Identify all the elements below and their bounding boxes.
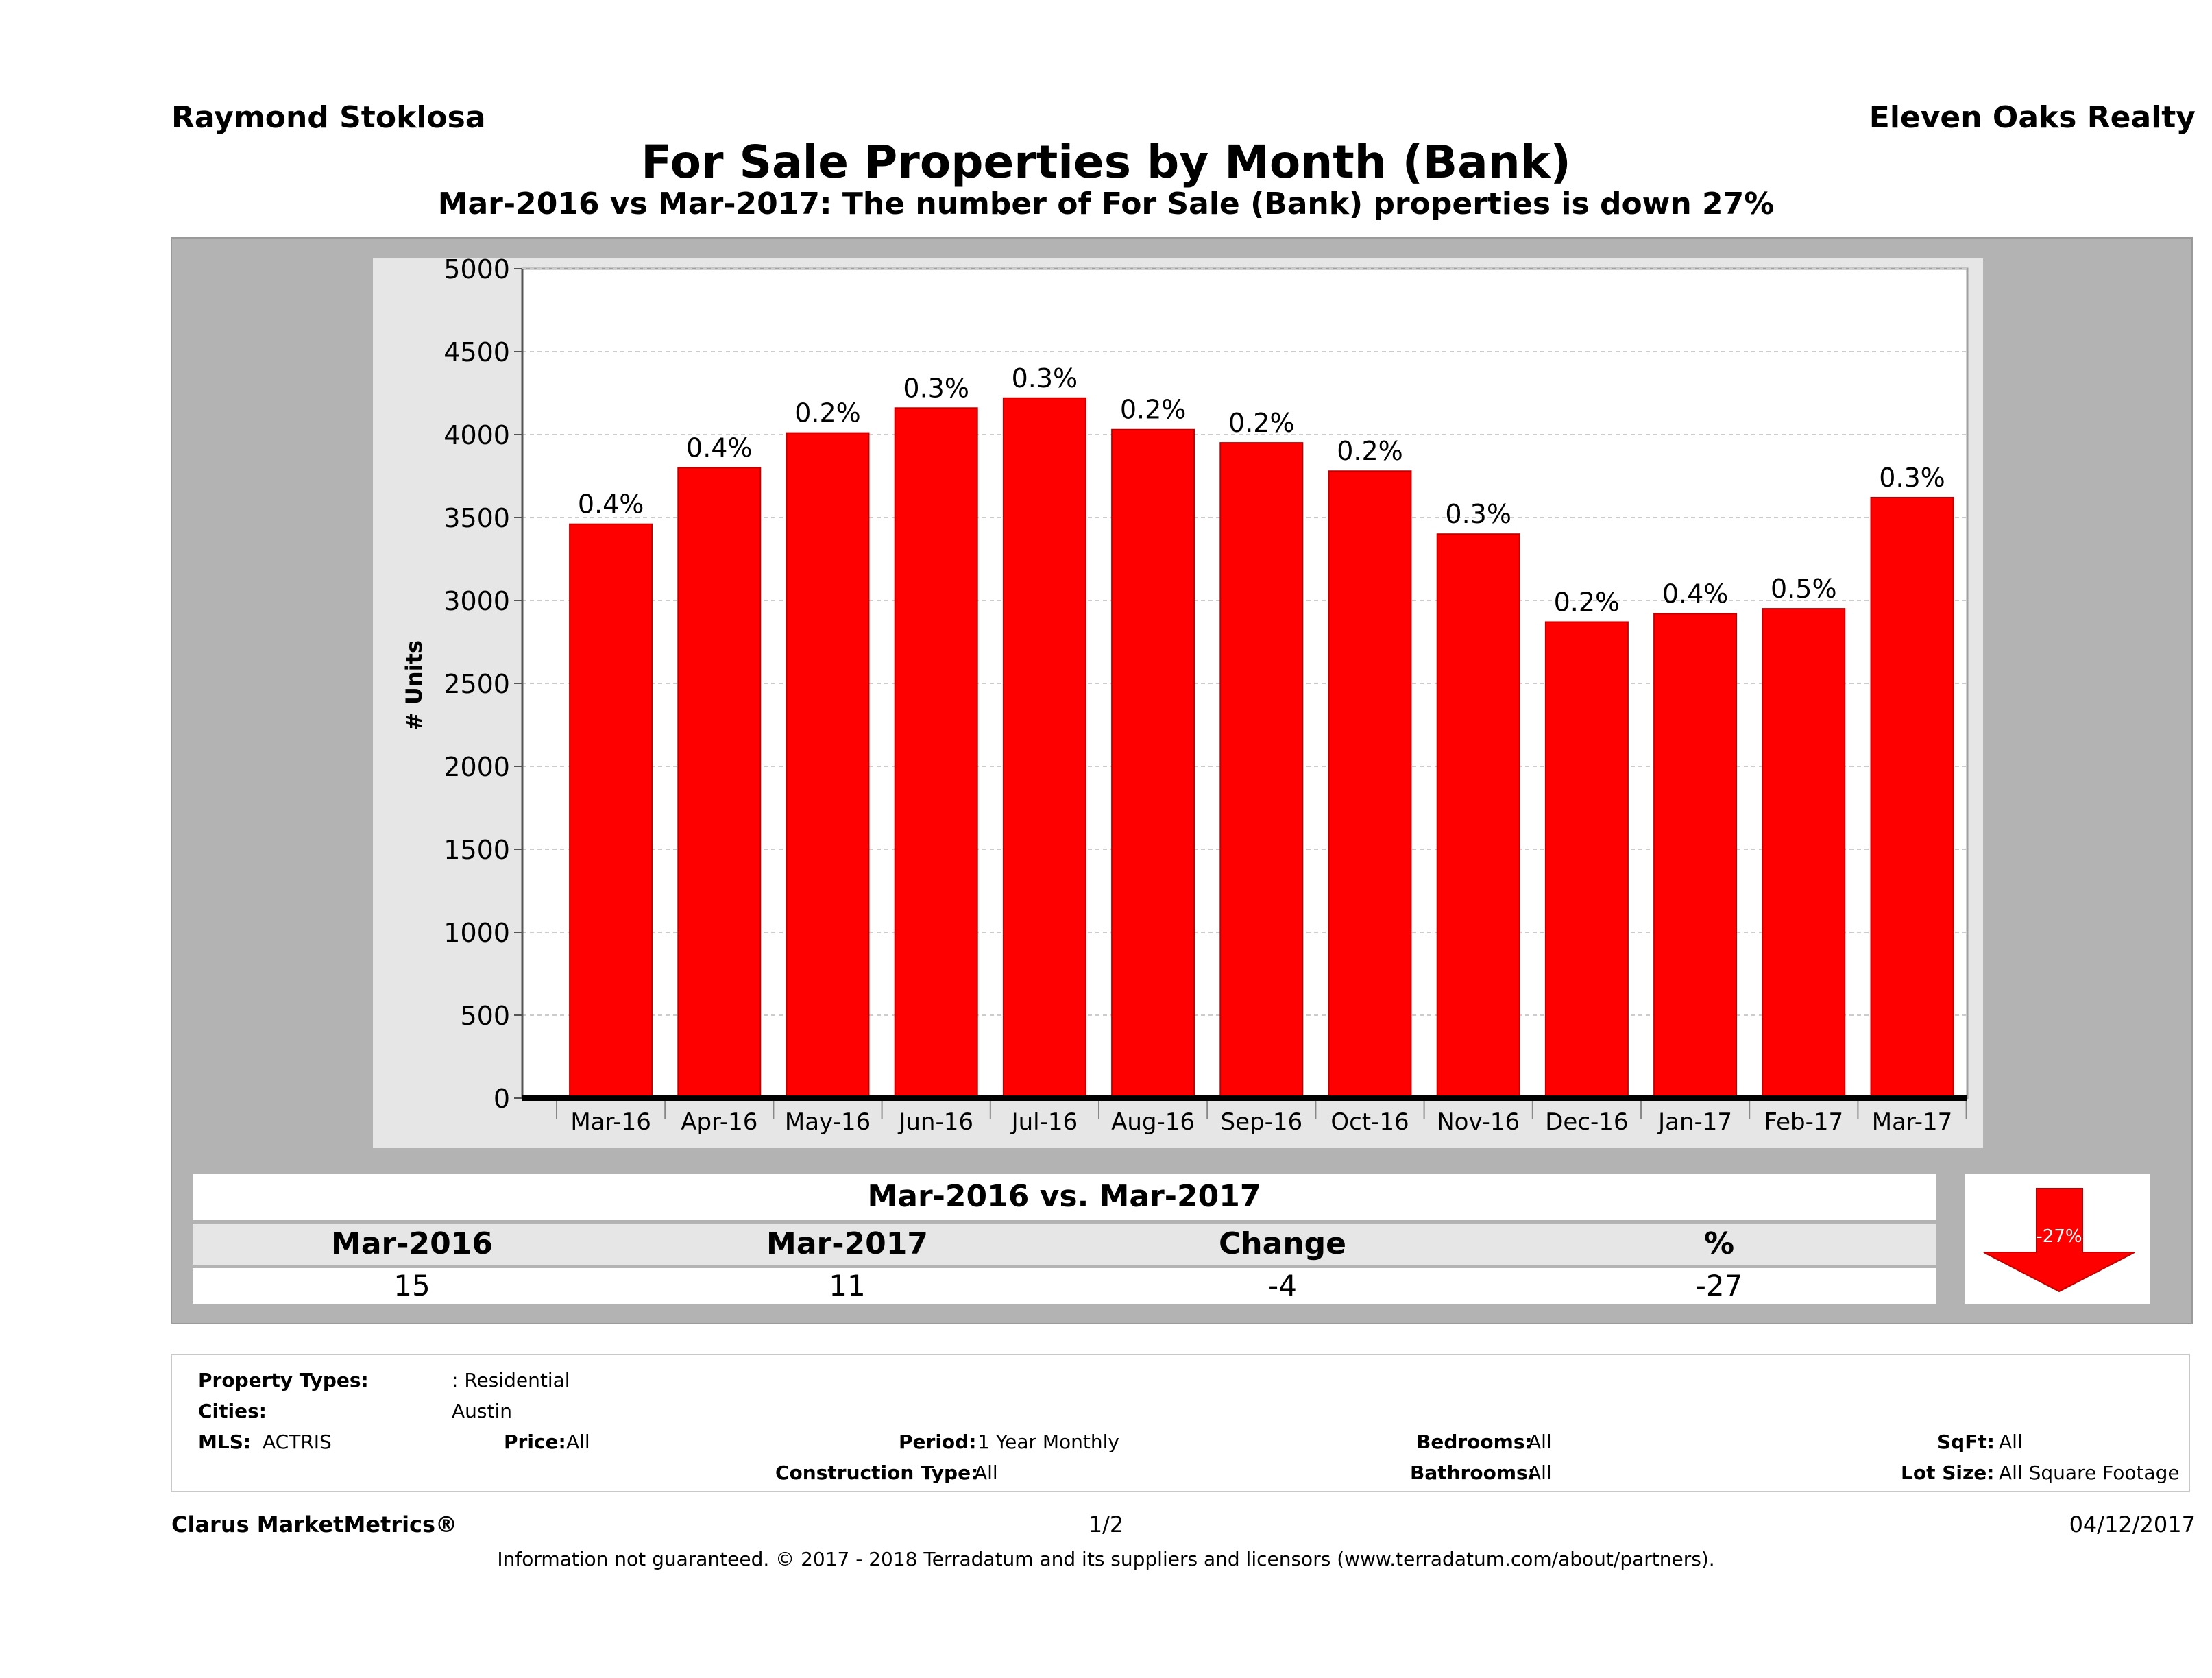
y-tick-label: 5000 xyxy=(443,254,510,284)
data-label: 0.2% xyxy=(794,398,861,428)
y-tick-label: 1000 xyxy=(443,918,510,948)
chart-title: For Sale Properties by Month (Bank) xyxy=(641,136,1571,189)
filter-label: Property Types: xyxy=(198,1369,369,1391)
filter-label: Price: xyxy=(504,1431,566,1453)
x-tick-label: Apr-16 xyxy=(681,1108,757,1136)
summary-values: 15 11 -4 -27 xyxy=(193,1268,1936,1304)
bar xyxy=(1111,428,1195,1099)
data-label: 0.2% xyxy=(1554,587,1620,617)
bar xyxy=(569,523,653,1099)
y-tick-label: 4000 xyxy=(443,420,510,450)
x-tick-label: Feb-17 xyxy=(1764,1108,1843,1136)
summary-val-mar2017: 11 xyxy=(829,1269,866,1302)
filter-value: : Residential xyxy=(452,1369,570,1391)
chart-subtitle: Mar-2016 vs Mar-2017: The number of For … xyxy=(437,186,1775,221)
data-label: 0.2% xyxy=(1337,436,1403,466)
data-label: 0.2% xyxy=(1120,395,1187,425)
summary-val-percent: -27 xyxy=(1695,1269,1743,1302)
data-label: 0.4% xyxy=(578,489,644,520)
x-tick-label: Mar-16 xyxy=(570,1108,651,1136)
filter-value: All xyxy=(566,1431,590,1453)
y-tick-label: 4500 xyxy=(443,337,510,367)
x-tick-label: Oct-16 xyxy=(1330,1108,1409,1136)
x-tick-label: Jun-16 xyxy=(897,1108,973,1136)
data-label: 0.4% xyxy=(686,433,753,463)
y-tick-label: 3500 xyxy=(443,503,510,533)
y-axis-title: # Units xyxy=(401,640,427,731)
filter-value: 1 Year Monthly xyxy=(977,1431,1120,1453)
data-label: 0.2% xyxy=(1228,408,1295,438)
bar xyxy=(1762,608,1846,1099)
change-indicator: -27% xyxy=(1965,1174,2150,1304)
bar xyxy=(1544,621,1629,1099)
company-name: Eleven Oaks Realty xyxy=(1869,100,2196,135)
y-tick-label: 3000 xyxy=(443,586,510,616)
x-tick-label: Jul-16 xyxy=(1010,1108,1078,1136)
x-tick-label: Sep-16 xyxy=(1220,1108,1302,1136)
bar xyxy=(1328,470,1412,1099)
filter-label: Bathrooms: xyxy=(1410,1461,1535,1484)
bar xyxy=(786,432,870,1099)
filter-label: SqFt: xyxy=(1937,1431,1995,1453)
filter-panel: Property Types: : Residential Cities: Au… xyxy=(171,1354,2190,1492)
bar xyxy=(677,467,762,1099)
data-label: 0.3% xyxy=(1445,499,1511,529)
x-tick-label: Mar-17 xyxy=(1872,1108,1953,1136)
bar xyxy=(894,407,978,1099)
summary-col-mar2017: Mar-2017 xyxy=(766,1226,928,1261)
filter-label: Period: xyxy=(899,1431,977,1453)
filter-label: Lot Size: xyxy=(1901,1461,1995,1484)
bar xyxy=(1219,442,1304,1099)
filter-value: All xyxy=(1528,1431,1552,1453)
summary-col-percent: % xyxy=(1703,1226,1735,1261)
y-tick-label: 0 xyxy=(494,1084,510,1114)
filter-label: Construction Type: xyxy=(775,1461,979,1484)
filter-value: All xyxy=(1528,1461,1552,1484)
filter-value: ACTRIS xyxy=(263,1431,332,1453)
bar xyxy=(1870,496,1954,1099)
bar xyxy=(1002,397,1086,1099)
x-tick-label: May-16 xyxy=(785,1108,871,1136)
footer-date: 04/12/2017 xyxy=(2069,1511,2196,1537)
filter-label: MLS: xyxy=(198,1431,252,1453)
data-label: 0.3% xyxy=(1012,363,1078,393)
y-tick-label: 1500 xyxy=(443,835,510,865)
data-label: 0.4% xyxy=(1662,579,1729,609)
y-tick-label: 2500 xyxy=(443,669,510,699)
data-label: 0.5% xyxy=(1771,574,1837,604)
filter-value: All xyxy=(1999,1431,2023,1453)
y-tick-label: 2000 xyxy=(443,752,510,782)
filter-label: Cities: xyxy=(198,1400,267,1422)
footer-page-number: 1/2 xyxy=(1088,1511,1124,1537)
summary-columns: Mar-2016 Mar-2017 Change % xyxy=(193,1224,1936,1265)
data-label: 0.3% xyxy=(903,373,969,403)
y-tick-label: 500 xyxy=(460,1001,510,1031)
x-tick-label: Jan-17 xyxy=(1657,1108,1732,1136)
summary-col-mar2016: Mar-2016 xyxy=(331,1226,493,1261)
summary-heading: Mar-2016 vs. Mar-2017 xyxy=(193,1174,1936,1220)
down-arrow-icon: -27% xyxy=(1983,1188,2135,1293)
data-label: 0.3% xyxy=(1879,463,1945,493)
summary-val-change: -4 xyxy=(1268,1269,1297,1302)
bar xyxy=(1436,533,1520,1099)
bar xyxy=(1653,613,1738,1099)
summary-col-change: Change xyxy=(1219,1226,1346,1261)
x-tick-label: Nov-16 xyxy=(1437,1108,1520,1136)
summary-val-mar2016: 15 xyxy=(393,1269,430,1302)
footer-disclaimer: Information not guaranteed. © 2017 - 201… xyxy=(497,1548,1715,1570)
filter-value: All xyxy=(974,1461,998,1484)
x-tick-label: Aug-16 xyxy=(1111,1108,1195,1136)
x-tick-label: Dec-16 xyxy=(1545,1108,1628,1136)
footer-brand: Clarus MarketMetrics® xyxy=(171,1511,458,1537)
change-percent-label: -27% xyxy=(2036,1226,2082,1247)
filter-label: Bedrooms: xyxy=(1416,1431,1533,1453)
filter-value: All Square Footage xyxy=(1999,1461,2180,1484)
filter-value: Austin xyxy=(452,1400,512,1422)
agent-name: Raymond Stoklosa xyxy=(171,100,486,135)
